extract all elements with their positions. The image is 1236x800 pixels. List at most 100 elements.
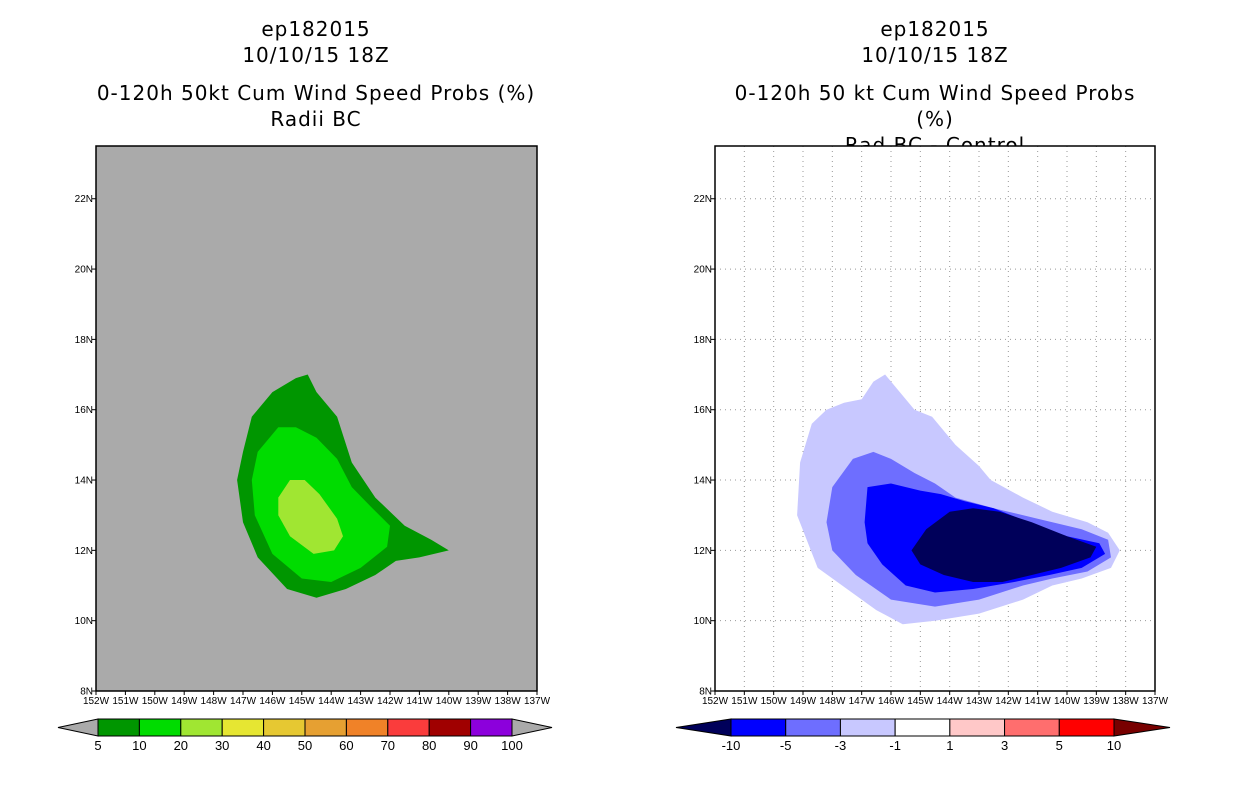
chart-2-contour-neg10 bbox=[911, 508, 1097, 582]
chart-2-colorbar-swatch bbox=[894, 718, 951, 737]
chart-2-colorbar-label: -5 bbox=[780, 738, 792, 753]
chart-2-lat-tick-label: 14N bbox=[694, 476, 712, 487]
chart-2-lon-tick-label: 148W bbox=[819, 696, 846, 707]
chart-2-lon-tick-label: 147W bbox=[849, 696, 876, 707]
chart-2-lon-tick-label: 150W bbox=[761, 696, 788, 707]
chart-2-lon-tick-label: 152W bbox=[702, 696, 729, 707]
chart-2-lon-tick-label: 140W bbox=[1054, 696, 1081, 707]
chart-1-colorbar-swatch bbox=[263, 718, 306, 737]
chart-1-lon-tick-label: 150W bbox=[142, 696, 169, 707]
chart-2-lon-tick-label: 142W bbox=[995, 696, 1022, 707]
chart-2-lat-tick-label: 8N bbox=[699, 687, 712, 698]
chart-2-colorbar-label: 10 bbox=[1107, 738, 1121, 753]
chart-1-colorbar-label: 60 bbox=[339, 738, 353, 753]
chart-2-lat-tick-label: 16N bbox=[694, 405, 712, 416]
chart-1-colorbar-swatch bbox=[138, 718, 182, 737]
chart-1-colorbar-swatch bbox=[387, 718, 430, 737]
chart-2-title-line-1: ep182015 bbox=[880, 17, 990, 41]
chart-1-lon-tick-label: 148W bbox=[201, 696, 228, 707]
chart-1-lon-tick-label: 140W bbox=[436, 696, 463, 707]
chart-2-title-line-3: 0-120h 50 kt Cum Wind Speed Probs (%) bbox=[734, 81, 1136, 131]
chart-1-colorbar-label: 70 bbox=[381, 738, 395, 753]
chart-1-lon-tick-label: 149W bbox=[171, 696, 198, 707]
chart-1-lon-tick-label: 147W bbox=[230, 696, 257, 707]
chart-2-lon-tick-label: 138W bbox=[1113, 696, 1140, 707]
chart-1-lat-tick-label: 22N bbox=[75, 194, 93, 205]
chart-1-colorbar-label: 90 bbox=[463, 738, 477, 753]
chart-2-colorbar-over-triangle bbox=[1113, 718, 1171, 737]
chart-1-lat-tick-label: 20N bbox=[75, 265, 93, 276]
chart-1-lon-tick-label: 139W bbox=[465, 696, 492, 707]
chart-2-colorbar-swatch bbox=[785, 718, 841, 737]
chart-1-lon-tick-label: 146W bbox=[259, 696, 286, 707]
chart-2-plot-frame bbox=[714, 145, 1156, 692]
chart-2-lat-tick-label: 18N bbox=[694, 335, 712, 346]
chart-1-lat-tick-label: 10N bbox=[75, 616, 93, 627]
chart-1-colorbar-label: 20 bbox=[174, 738, 188, 753]
chart-2-lon-tick-label: 137W bbox=[1142, 696, 1169, 707]
chart-2-lat-tick-label: 12N bbox=[694, 546, 712, 557]
chart-1-title-line-2: 10/10/15 18Z bbox=[242, 43, 390, 67]
chart-1-title-line-1: ep182015 bbox=[261, 17, 371, 41]
chart-1-lat-tick-label: 16N bbox=[75, 405, 93, 416]
chart-2-colorbar-label: -3 bbox=[835, 738, 847, 753]
chart-2-lon-tick-label: 141W bbox=[1025, 696, 1052, 707]
chart-2-lat-tick-label: 22N bbox=[694, 194, 712, 205]
chart-2-lon-tick-label: 146W bbox=[878, 696, 905, 707]
chart-1-lon-tick-label: 143W bbox=[348, 696, 375, 707]
chart-1-colorbar-swatch bbox=[345, 718, 389, 737]
chart-2-lat-tick-label: 10N bbox=[694, 616, 712, 627]
chart-2-lon-tick-label: 143W bbox=[966, 696, 993, 707]
chart-1-lon-tick-label: 145W bbox=[289, 696, 316, 707]
chart-1-colorbar-swatch bbox=[180, 718, 223, 737]
chart-1-colorbar-over-triangle bbox=[511, 718, 553, 737]
chart-1-lat-tick-label: 8N bbox=[80, 687, 93, 698]
chart-2-colorbar-label: 5 bbox=[1056, 738, 1063, 753]
chart-2-colorbar-swatch bbox=[949, 718, 1006, 737]
chart-2-lon-tick-label: 151W bbox=[731, 696, 758, 707]
chart-2-lon-tick-label: 139W bbox=[1083, 696, 1110, 707]
chart-2-colorbar-label: 3 bbox=[1001, 738, 1008, 753]
chart-1-colorbar-under-triangle bbox=[57, 718, 99, 737]
chart-1-plot-frame bbox=[95, 145, 538, 692]
chart-2-lon-tick-label: 149W bbox=[790, 696, 817, 707]
chart-1-colorbar-swatch bbox=[97, 718, 140, 737]
chart-1-lon-tick-label: 142W bbox=[377, 696, 404, 707]
chart-1-colorbar-swatch bbox=[428, 718, 472, 737]
chart-1-contour-20 bbox=[278, 480, 343, 554]
chart-1-title: ep182015 10/10/15 18Z 0-120h 50kt Cum Wi… bbox=[96, 16, 536, 132]
chart-1-lon-tick-label: 152W bbox=[83, 696, 110, 707]
chart-1-lon-tick-label: 144W bbox=[318, 696, 345, 707]
chart-2-colorbar-label: -10 bbox=[722, 738, 741, 753]
chart-2-colorbar-swatch bbox=[1058, 718, 1115, 737]
chart-1-lon-tick-label: 137W bbox=[524, 696, 551, 707]
chart-1-title-line-3: 0-120h 50kt Cum Wind Speed Probs (%) bbox=[96, 81, 536, 105]
chart-2-lat-tick-label: 20N bbox=[694, 265, 712, 276]
chart-1-colorbar-label: 50 bbox=[298, 738, 312, 753]
chart-1-colorbar-label: 5 bbox=[94, 738, 101, 753]
chart-2-colorbar-swatch bbox=[839, 718, 896, 737]
chart-2-lon-tick-label: 145W bbox=[907, 696, 934, 707]
chart-2-colorbar-label: 1 bbox=[946, 738, 953, 753]
chart-1-colorbar-label: 30 bbox=[215, 738, 229, 753]
chart-2-colorbar-swatch bbox=[730, 718, 787, 737]
chart-1-colorbar-swatch bbox=[221, 718, 265, 737]
chart-1-lat-tick-label: 18N bbox=[75, 335, 93, 346]
chart-1-colorbar-label: 80 bbox=[422, 738, 436, 753]
chart-2-colorbar-under-triangle bbox=[675, 718, 732, 737]
chart-1-lon-tick-label: 141W bbox=[406, 696, 433, 707]
chart-2-colorbar-swatch bbox=[1004, 718, 1060, 737]
chart-1-lon-tick-label: 138W bbox=[495, 696, 522, 707]
chart-2-colorbar-label: -1 bbox=[889, 738, 901, 753]
chart-1-colorbar-swatch bbox=[304, 718, 347, 737]
chart-2-lon-tick-label: 144W bbox=[937, 696, 964, 707]
chart-1-lat-tick-label: 12N bbox=[75, 546, 93, 557]
chart-1-colorbar-label: 10 bbox=[132, 738, 146, 753]
chart-1-title-line-4: Radii BC bbox=[270, 107, 362, 131]
chart-1-colorbar-label: 100 bbox=[501, 738, 523, 753]
chart-1-colorbar-swatch bbox=[470, 718, 513, 737]
chart-1-lat-tick-label: 14N bbox=[75, 476, 93, 487]
chart-1-colorbar-label: 40 bbox=[256, 738, 270, 753]
chart-2-title-line-2: 10/10/15 18Z bbox=[861, 43, 1009, 67]
chart-2-title: ep182015 10/10/15 18Z 0-120h 50 kt Cum W… bbox=[715, 16, 1155, 158]
